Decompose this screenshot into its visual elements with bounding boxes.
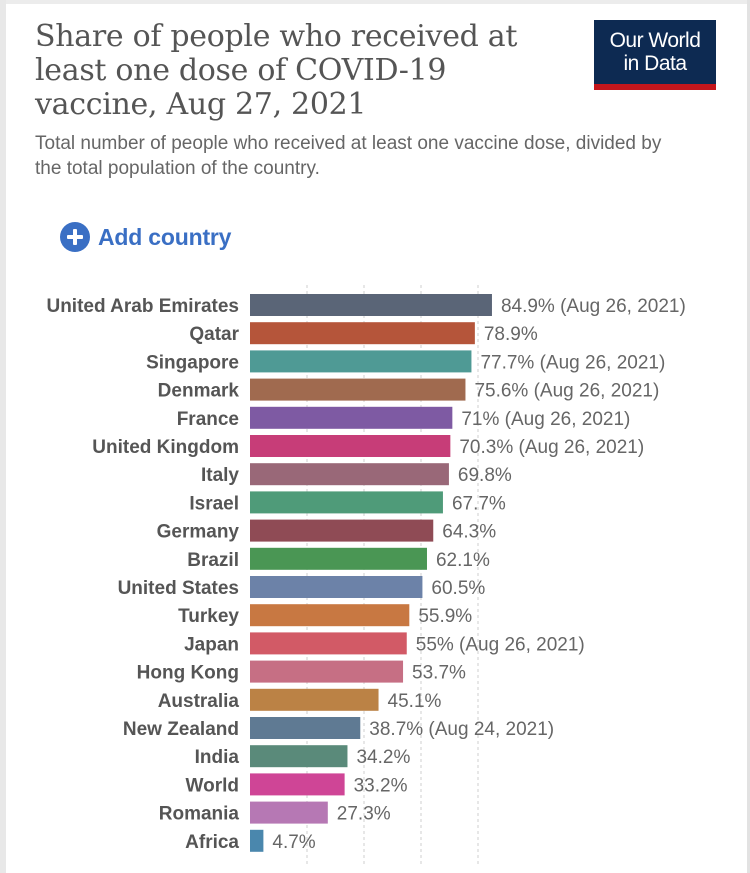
value-label: 55.9% bbox=[418, 606, 472, 627]
category-label: France bbox=[177, 409, 239, 430]
add-country-label: Add country bbox=[98, 223, 232, 250]
bar[interactable] bbox=[250, 519, 434, 542]
category-label: Africa bbox=[185, 832, 239, 853]
frame-left-edge bbox=[0, 0, 6, 873]
bar[interactable] bbox=[250, 463, 449, 486]
bar[interactable] bbox=[250, 406, 453, 429]
bar[interactable] bbox=[250, 604, 410, 627]
value-label: 70.3% (Aug 26, 2021) bbox=[459, 437, 644, 458]
category-label: Denmark bbox=[158, 381, 240, 402]
bar-chart: United Arab Emirates 84.9% (Aug 26, 2021)… bbox=[46, 285, 686, 864]
frame-right-edge bbox=[747, 0, 750, 873]
category-label: Italy bbox=[201, 465, 239, 486]
value-label: 84.9% (Aug 26, 2021) bbox=[501, 296, 686, 317]
value-label: 71% (Aug 26, 2021) bbox=[461, 409, 630, 430]
bar[interactable] bbox=[250, 350, 472, 373]
chart-subtitle: Total number of people who received at l… bbox=[35, 133, 662, 179]
category-label: Japan bbox=[184, 634, 239, 655]
bar[interactable] bbox=[250, 688, 379, 711]
category-label: United States bbox=[118, 578, 239, 599]
category-label: United Arab Emirates bbox=[46, 296, 239, 317]
category-label: World bbox=[186, 775, 239, 796]
bar[interactable] bbox=[250, 378, 466, 401]
owid-logo[interactable]: Our World in Data bbox=[594, 20, 716, 90]
bar[interactable] bbox=[250, 322, 475, 345]
category-label: Australia bbox=[158, 691, 240, 712]
bar[interactable] bbox=[250, 491, 443, 514]
bar[interactable] bbox=[250, 576, 423, 598]
category-label: Israel bbox=[189, 493, 239, 514]
category-label: India bbox=[195, 747, 240, 768]
value-label: 4.7% bbox=[272, 832, 315, 853]
bar[interactable] bbox=[250, 745, 348, 768]
value-label: 67.7% bbox=[452, 493, 506, 514]
value-label: 77.7% (Aug 26, 2021) bbox=[480, 352, 665, 373]
add-country-button[interactable]: Add country bbox=[60, 220, 231, 254]
bar[interactable] bbox=[250, 829, 264, 852]
value-label: 53.7% bbox=[412, 663, 466, 684]
value-label: 33.2% bbox=[354, 775, 408, 796]
bar[interactable] bbox=[250, 773, 345, 796]
chart-title: Share of people who received at least on… bbox=[35, 19, 518, 122]
value-label: 60.5% bbox=[431, 578, 485, 599]
category-label: Germany bbox=[157, 522, 240, 543]
value-label: 55% (Aug 26, 2021) bbox=[416, 634, 585, 655]
bar[interactable] bbox=[250, 801, 328, 824]
value-label: 62.1% bbox=[436, 550, 490, 571]
value-label: 38.7% (Aug 24, 2021) bbox=[369, 719, 554, 740]
value-label: 69.8% bbox=[458, 465, 512, 486]
bar[interactable] bbox=[250, 294, 492, 316]
category-label: Qatar bbox=[189, 324, 239, 345]
frame-top-edge bbox=[0, 0, 750, 4]
bar[interactable] bbox=[250, 660, 404, 683]
value-label: 75.6% (Aug 26, 2021) bbox=[474, 381, 659, 402]
category-label: Singapore bbox=[146, 352, 239, 373]
category-label: Romania bbox=[159, 804, 240, 825]
bar[interactable] bbox=[250, 632, 407, 655]
value-label: 64.3% bbox=[442, 522, 496, 543]
value-label: 45.1% bbox=[388, 691, 442, 712]
bar[interactable] bbox=[250, 717, 361, 739]
category-label: United Kingdom bbox=[92, 437, 239, 458]
bar[interactable] bbox=[250, 435, 451, 457]
value-label: 27.3% bbox=[337, 804, 391, 825]
plus-circle-icon bbox=[60, 222, 90, 252]
bar[interactable] bbox=[250, 547, 427, 570]
value-label: 34.2% bbox=[356, 747, 410, 768]
logo-line-2: in Data bbox=[623, 52, 687, 75]
value-label: 78.9% bbox=[484, 324, 538, 345]
logo-line-1: Our World bbox=[609, 29, 701, 52]
category-label: Turkey bbox=[178, 606, 239, 627]
category-label: New Zealand bbox=[123, 719, 239, 740]
category-label: Brazil bbox=[187, 550, 239, 571]
category-label: Hong Kong bbox=[137, 663, 239, 684]
